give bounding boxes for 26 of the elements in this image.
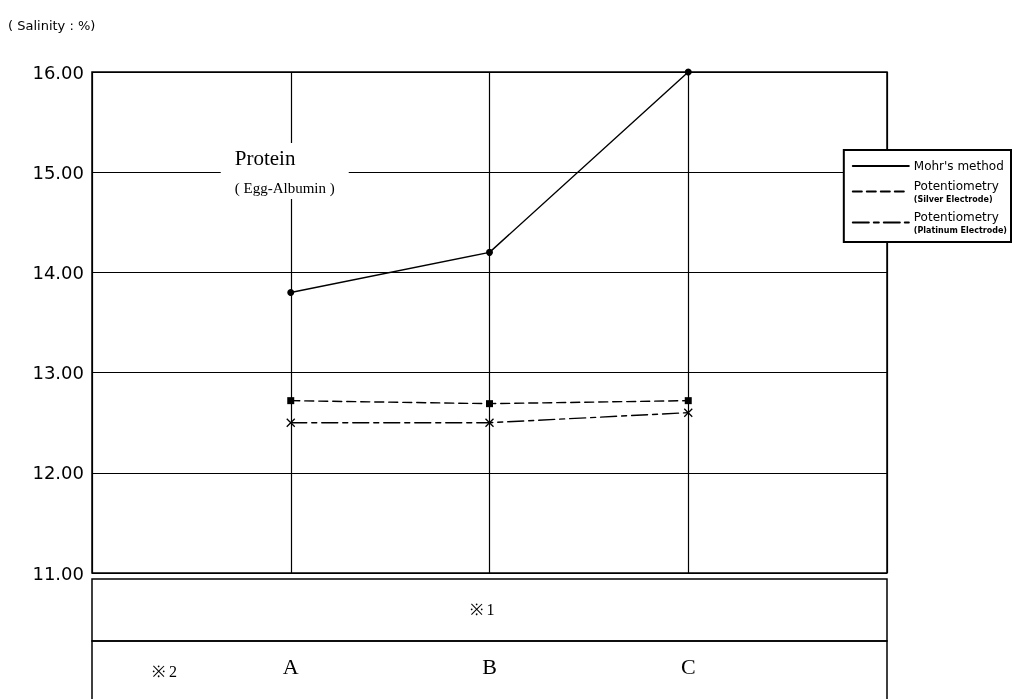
point [286, 418, 296, 428]
text: ※ 2 [152, 662, 177, 680]
legend-label: Potentiometry (Platinum Electrode) [913, 210, 1007, 235]
legend-label: Mohr's method [913, 159, 1004, 173]
x-tick-label: B [482, 653, 497, 679]
text: ( Egg-Albumin ) [234, 179, 335, 197]
y-tick-label: 16.00 [32, 61, 84, 83]
text: Protein [234, 145, 296, 170]
y-tick-label: 11.00 [32, 562, 84, 584]
point [287, 397, 295, 405]
point [486, 248, 493, 256]
x-tick-label: A [282, 653, 299, 679]
y-tick-label: 13.00 [32, 362, 84, 384]
point [484, 418, 495, 428]
y-tick-label: 15.00 [32, 161, 84, 183]
x-tick-label: C [680, 653, 696, 679]
y-tick-label: 14.00 [32, 261, 84, 283]
point [684, 68, 692, 76]
y-tick-label: 12.00 [32, 462, 84, 484]
point [683, 408, 693, 418]
point [486, 400, 493, 408]
text: ※ 1 [469, 600, 495, 618]
legend-label: Potentiometry (Silver Electrode) [913, 179, 999, 204]
y-axis-title: ( Salinity : %) [8, 18, 96, 33]
point [287, 288, 295, 296]
point [684, 397, 692, 405]
